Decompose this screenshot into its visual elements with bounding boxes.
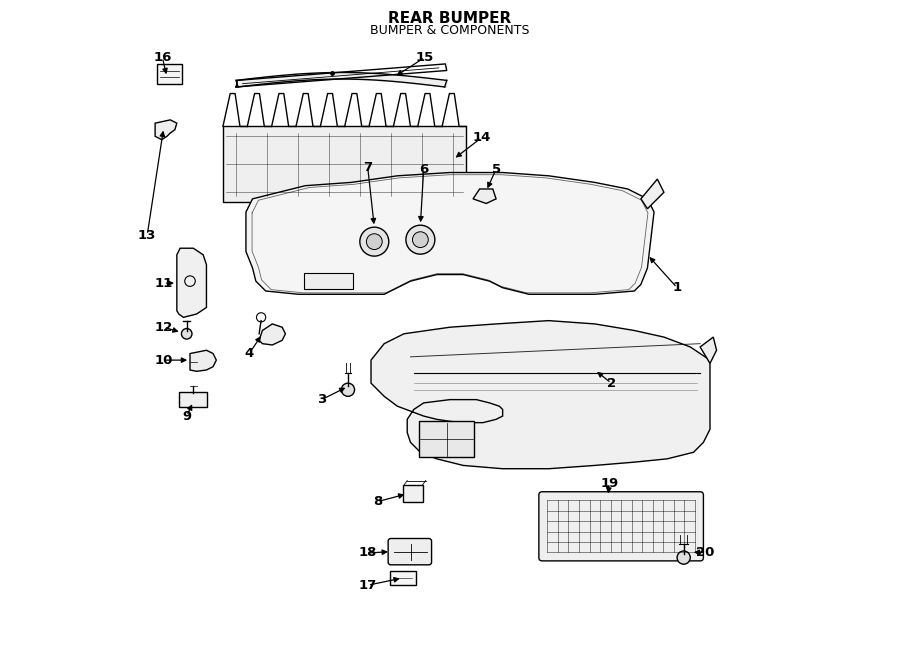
- Text: 5: 5: [491, 163, 500, 176]
- Polygon shape: [371, 321, 710, 469]
- Polygon shape: [176, 249, 206, 317]
- FancyBboxPatch shape: [419, 421, 474, 457]
- Circle shape: [366, 234, 382, 250]
- FancyBboxPatch shape: [388, 539, 432, 565]
- Circle shape: [677, 551, 690, 564]
- FancyBboxPatch shape: [539, 492, 704, 561]
- Text: 20: 20: [697, 546, 715, 559]
- Circle shape: [412, 232, 428, 248]
- Circle shape: [182, 329, 192, 339]
- Text: 18: 18: [358, 547, 377, 559]
- FancyBboxPatch shape: [403, 485, 423, 502]
- Polygon shape: [700, 337, 716, 364]
- Text: BUMPER & COMPONENTS: BUMPER & COMPONENTS: [370, 24, 530, 38]
- Polygon shape: [473, 189, 496, 204]
- Text: 9: 9: [182, 410, 192, 422]
- Text: 17: 17: [358, 579, 377, 592]
- Text: 14: 14: [472, 131, 490, 144]
- Polygon shape: [223, 126, 466, 202]
- Text: REAR BUMPER: REAR BUMPER: [389, 11, 511, 26]
- FancyBboxPatch shape: [158, 64, 182, 84]
- Text: 8: 8: [373, 495, 382, 508]
- Text: 1: 1: [672, 281, 681, 294]
- FancyBboxPatch shape: [179, 393, 207, 407]
- Text: 11: 11: [155, 276, 173, 290]
- FancyBboxPatch shape: [304, 273, 353, 289]
- Text: 12: 12: [155, 321, 173, 334]
- FancyBboxPatch shape: [390, 571, 417, 584]
- Text: 7: 7: [364, 161, 373, 174]
- Text: 6: 6: [419, 163, 428, 176]
- Polygon shape: [155, 120, 176, 139]
- Polygon shape: [641, 179, 664, 209]
- Text: 4: 4: [245, 347, 254, 360]
- Text: 19: 19: [600, 477, 618, 490]
- Text: 3: 3: [317, 393, 327, 406]
- Circle shape: [341, 383, 355, 397]
- Polygon shape: [259, 324, 285, 345]
- Polygon shape: [246, 173, 654, 294]
- Circle shape: [406, 225, 435, 254]
- Text: 10: 10: [155, 354, 173, 367]
- Text: 15: 15: [416, 51, 434, 64]
- Text: 13: 13: [138, 229, 157, 241]
- Text: 16: 16: [153, 51, 172, 64]
- Text: 2: 2: [607, 377, 616, 389]
- Polygon shape: [190, 350, 216, 371]
- Circle shape: [360, 227, 389, 256]
